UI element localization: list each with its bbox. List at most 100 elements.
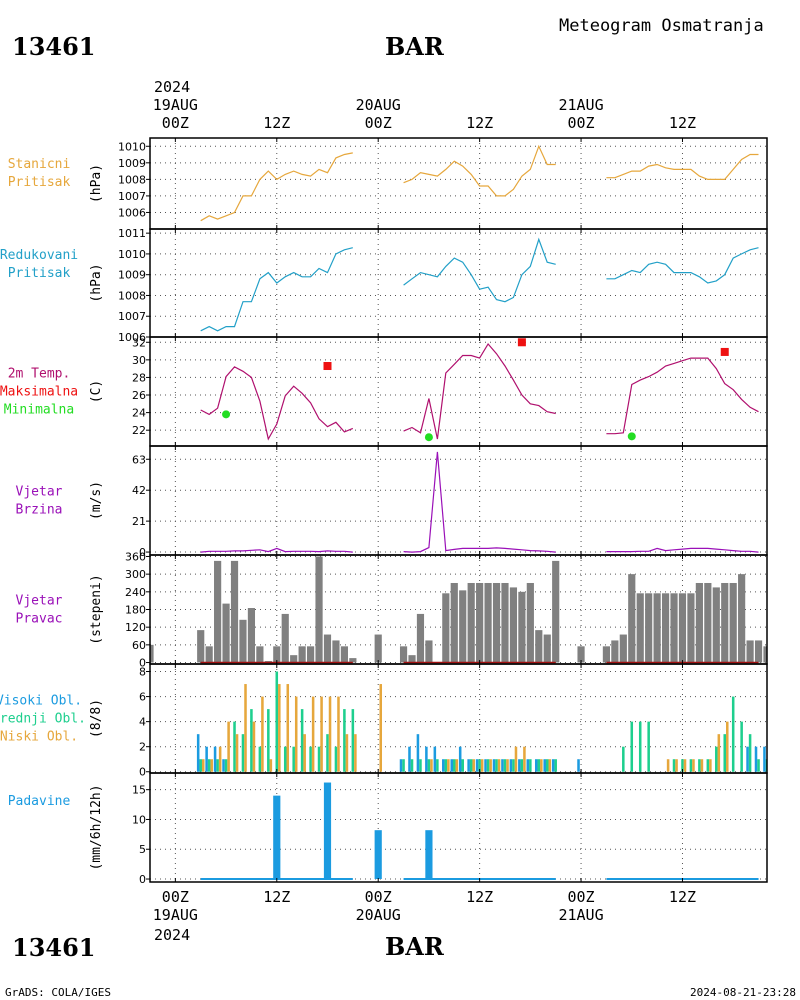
meteogram-plot-area: 00Z 00Z 12Z 12Z 00Z 00Z 12Z 12Z 00Z 00Z 12Z 12Z 19AU… <box>0 96 768 924</box>
y-tick-label: 1006 <box>118 206 146 219</box>
panel-precipitation: 0 5 10 15 (mm/6h/12h) Padavine <box>8 772 768 886</box>
mid-cloud-bar <box>478 759 481 772</box>
mid-cloud-bar <box>351 709 355 772</box>
station-name-top: BAR <box>385 32 445 61</box>
wind-direction-bar <box>476 582 484 663</box>
panel-title-line: Visoki Obl. <box>0 694 82 709</box>
y-tick-label: 1009 <box>118 157 146 170</box>
wind-direction-bar <box>408 655 416 663</box>
wind-direction-bar <box>399 646 408 663</box>
y-tick-label: 60 <box>132 639 146 652</box>
bottom-time-tick-label: 12Z <box>263 888 290 906</box>
high-cloud-bar <box>501 759 504 772</box>
mid-cloud-bar <box>216 759 219 772</box>
station-id-bottom: 13461 <box>12 933 96 962</box>
panel-plot-layer <box>150 446 767 555</box>
high-cloud-bar <box>399 759 403 772</box>
wind-direction-bar <box>484 582 492 663</box>
wind-direction-bar <box>459 590 467 663</box>
low-cloud-bar <box>717 734 721 772</box>
mid-cloud-bar <box>436 759 439 772</box>
mid-cloud-bar <box>334 746 338 772</box>
wind-direction-bar <box>661 593 670 663</box>
y-tick-label: 1008 <box>118 289 146 302</box>
panel-title-line: Padavine <box>8 794 71 809</box>
y-tick-label: 1011 <box>118 227 146 240</box>
y-tick-label: 6 <box>139 691 146 704</box>
mid-cloud-bar <box>343 709 346 772</box>
low-cloud-bar <box>675 759 678 772</box>
wind-direction-bar <box>602 646 611 663</box>
top-date-label: 19AUG <box>153 96 198 114</box>
mid-cloud-bar <box>402 759 405 772</box>
wind-direction-bar <box>746 640 754 663</box>
top-date-label: 21AUG <box>558 96 603 114</box>
y-tick-label: 63 <box>132 453 146 466</box>
y-tick-label: 0 <box>139 766 146 779</box>
mid-cloud-bar <box>469 759 473 772</box>
high-cloud-bar <box>205 746 208 772</box>
panel-title-line: 2m Temp. <box>8 367 71 382</box>
series-line <box>403 237 556 303</box>
series-line <box>606 547 759 553</box>
bottom-year-label: 2024 <box>154 926 190 944</box>
wind-direction-bar <box>628 574 636 663</box>
panel-unit-label: (8/8) <box>89 699 104 738</box>
wind-direction-bar <box>611 640 619 663</box>
high-cloud-bar <box>746 746 749 772</box>
mid-cloud-bar <box>512 759 515 772</box>
top-time-tick-label: 00Z <box>568 114 595 132</box>
high-cloud-bar <box>458 746 462 772</box>
wind-direction-bar <box>315 556 323 663</box>
panel-wind_speed: 0 21 42 63 (m/s) Vjetar Brzina <box>16 445 768 559</box>
panel-frame <box>149 137 768 230</box>
wind-direction-bar <box>754 640 763 663</box>
mid-cloud-bar <box>545 759 549 772</box>
mid-cloud-bar <box>233 721 236 772</box>
low-cloud-bar <box>700 759 704 772</box>
low-cloud-bar <box>430 759 433 772</box>
high-cloud-bar <box>509 759 513 772</box>
wind-direction-bar <box>619 634 627 663</box>
panel-title-line: Minimalna <box>4 403 74 418</box>
y-tick-label: 10 <box>132 813 146 826</box>
y-tick-label: 360 <box>125 550 146 563</box>
series-line <box>606 357 759 435</box>
panel-cloud_cover: 0 2 4 6 8 (8/8) Visoki Obl. Srednji Obl. Niski O… <box>0 663 768 779</box>
y-tick-label: 300 <box>125 568 146 581</box>
panel-title-line: Vjetar <box>16 485 63 500</box>
mid-cloud-bar <box>199 759 202 772</box>
low-cloud-bar <box>692 759 695 772</box>
high-cloud-bar <box>450 759 454 772</box>
wind-direction-bar <box>450 582 458 663</box>
wind-direction-bar <box>256 646 264 663</box>
low-cloud-bar <box>447 759 450 772</box>
high-cloud-bar <box>484 759 487 772</box>
high-cloud-bar <box>196 734 200 772</box>
wind-direction-bar <box>214 560 222 663</box>
mid-cloud-bar <box>275 671 279 772</box>
min-temp-marker <box>627 432 636 441</box>
mid-cloud-bar <box>410 759 414 772</box>
wind-direction-bar <box>501 582 509 663</box>
wind-direction-bar <box>230 560 239 663</box>
wind-direction-bar <box>467 582 475 663</box>
bottom-time-tick-label: 00Z <box>162 888 189 906</box>
low-cloud-bar <box>278 684 281 772</box>
station-id-top: 13461 <box>12 32 96 61</box>
wind-direction-bar <box>442 593 450 663</box>
y-tick-label: 1007 <box>118 190 146 203</box>
panel-unit-label: (hPa) <box>89 164 104 203</box>
mid-cloud-bar <box>317 746 321 772</box>
wind-direction-bar <box>636 593 644 663</box>
panel-plot-layer <box>150 337 767 446</box>
low-cloud-bar <box>269 759 273 772</box>
high-cloud-bar <box>408 746 411 772</box>
wind-direction-bar <box>425 640 433 663</box>
low-cloud-bar <box>514 746 518 772</box>
high-cloud-bar <box>526 759 530 772</box>
mid-cloud-bar <box>495 759 498 772</box>
wind-direction-bar <box>738 574 746 663</box>
low-cloud-bar <box>455 759 459 772</box>
series-line <box>200 247 353 332</box>
